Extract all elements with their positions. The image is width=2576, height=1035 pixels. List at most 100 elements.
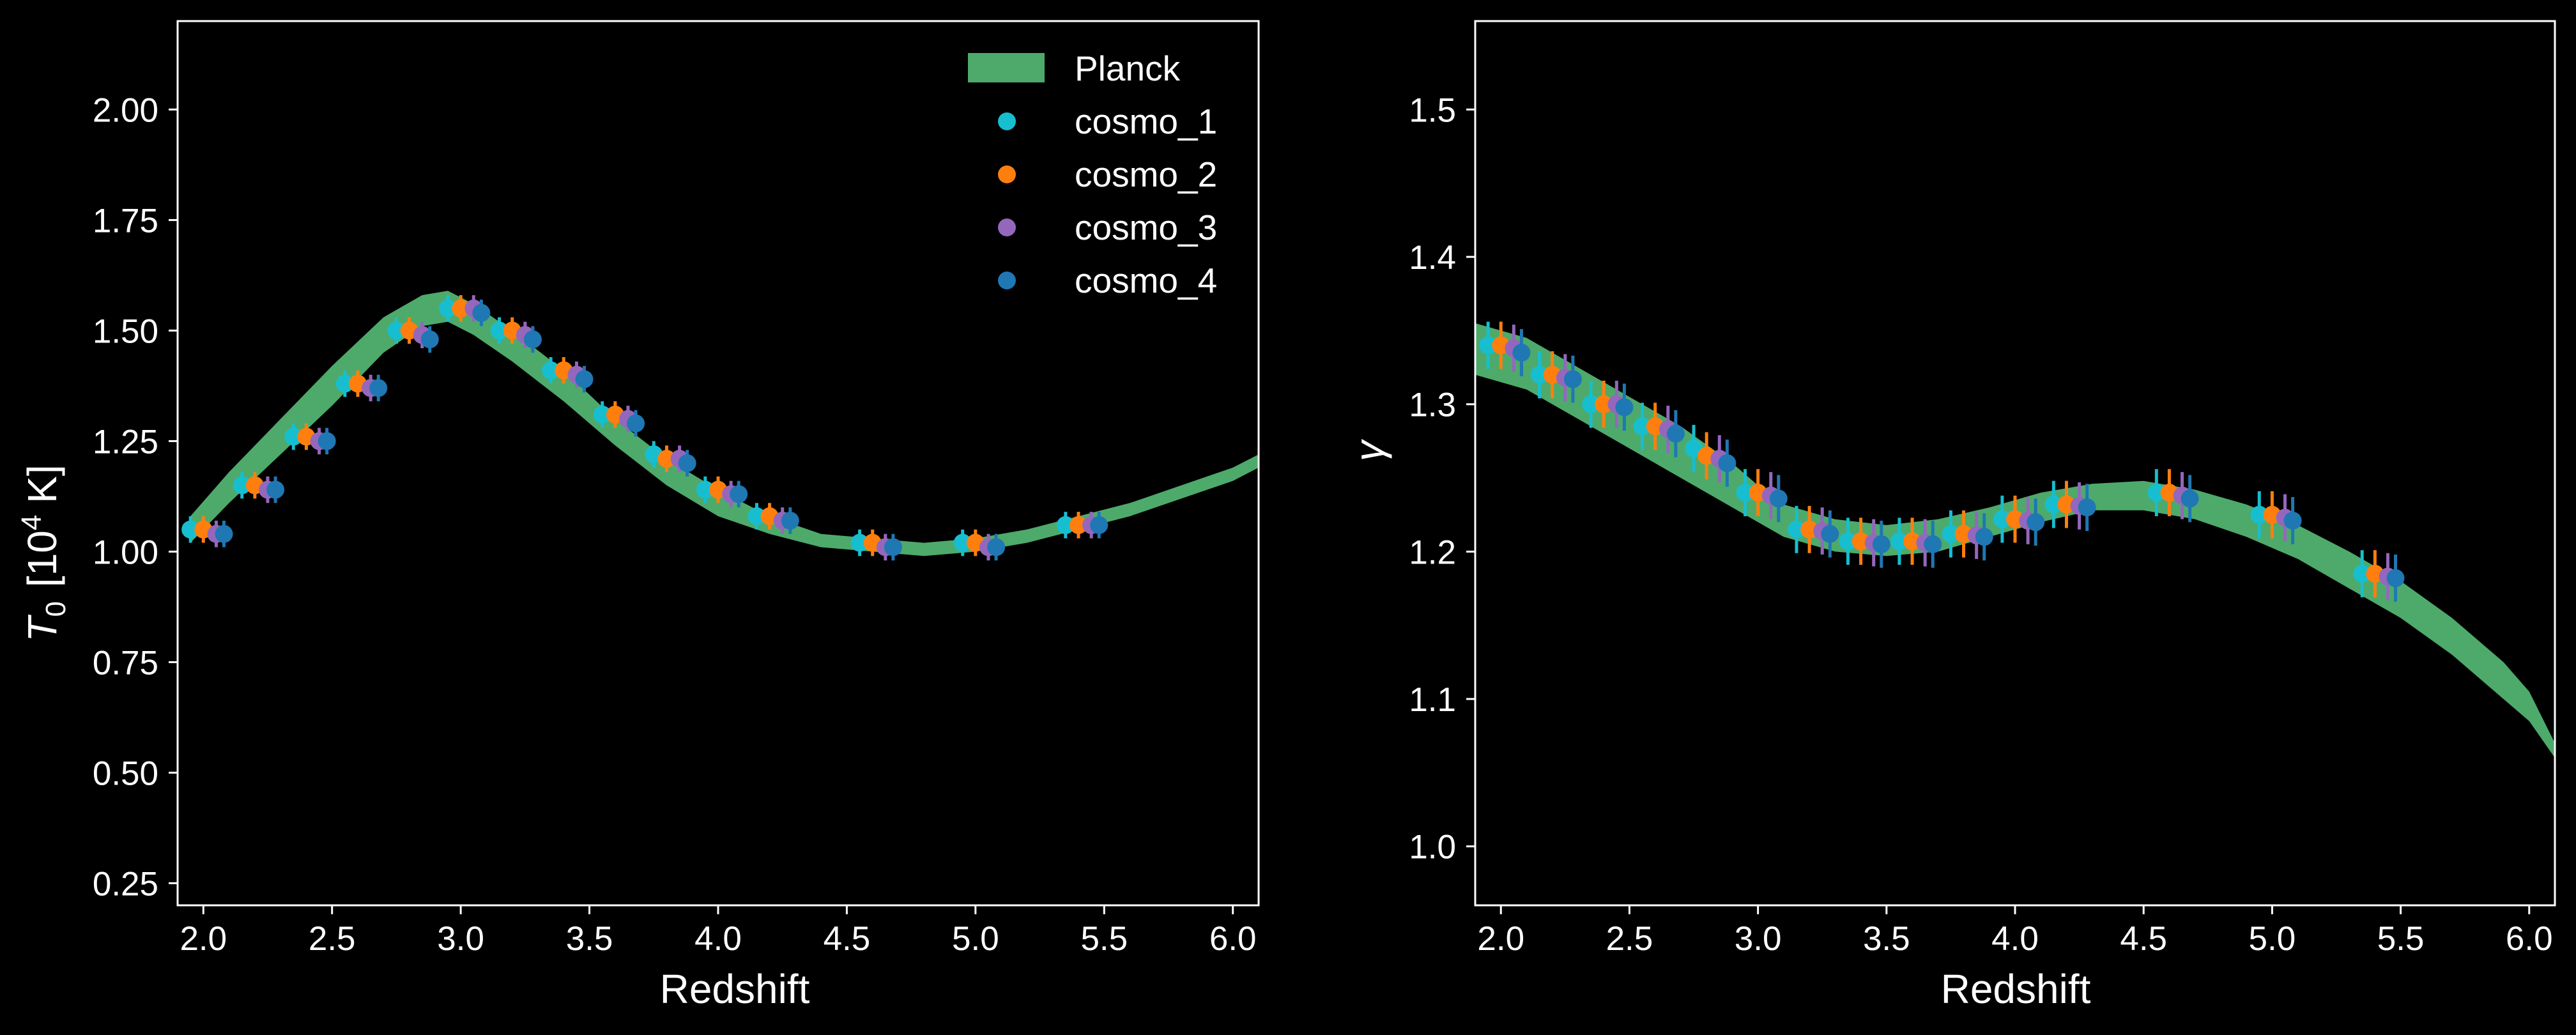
t0-x-axis-label: Redshift (660, 966, 810, 1012)
gamma-point-cosmo_1 (2044, 495, 2063, 514)
gamma-y-tick-label: 1.4 (1409, 239, 1456, 277)
gamma-point-cosmo_4 (1769, 489, 1788, 508)
t0-point-cosmo_4 (266, 480, 285, 499)
legend-label-cosmo_4: cosmo_4 (1075, 261, 1217, 300)
gamma-point-cosmo_4 (2283, 511, 2302, 530)
gamma-point-cosmo_4 (1512, 344, 1531, 362)
t0-series-cosmo_4 (215, 299, 1108, 561)
gamma-x-tick-label: 5.0 (2249, 920, 2296, 958)
gamma-y-tick-label: 1.0 (1409, 829, 1456, 866)
legend-marker-cosmo_3 (998, 218, 1016, 236)
t0-y-tick-label: 0.50 (93, 755, 158, 792)
gamma-series-cosmo_1 (1479, 321, 2372, 597)
gamma-point-cosmo_1 (2353, 565, 2372, 583)
legend-marker-cosmo_1 (998, 112, 1016, 130)
gamma-panel: 2.0 2.5 3.0 3.5 4.0 4.5 5.0 5.5 6.0 1.0 1.1 1.2 1.3… (1346, 20, 2556, 1012)
gamma-point-cosmo_4 (2386, 569, 2405, 587)
t0-y-tick-label: 1.50 (93, 312, 158, 350)
t0-point-cosmo_4 (369, 379, 388, 397)
t0-point-cosmo_1 (335, 374, 354, 393)
t0-y-tick-label: 0.75 (93, 644, 158, 682)
t0-y-axis-symbol: T (19, 615, 65, 642)
t0-x-tick-label: 3.5 (566, 920, 613, 958)
legend-swatch-planck (968, 53, 1045, 82)
gamma-point-cosmo_4 (1615, 398, 1634, 417)
t0-point-cosmo_1 (747, 507, 766, 526)
t0-point-cosmo_1 (593, 405, 611, 424)
gamma-point-cosmo_1 (1942, 525, 1960, 543)
t0-point-cosmo_1 (850, 533, 869, 552)
t0-x-tick-label: 4.0 (694, 920, 742, 958)
gamma-point-cosmo_1 (1787, 520, 1805, 539)
t0-point-cosmo_2 (1070, 516, 1087, 534)
gamma-x-tick-label: 3.0 (1735, 920, 1782, 958)
gamma-point-cosmo_4 (1718, 454, 1736, 472)
t0-legend: Planck cosmo_1 cosmo_2 cosmo_3 cosmo_4 (968, 49, 1217, 300)
t0-point-cosmo_4 (215, 525, 233, 543)
t0-y-tick-label: 2.00 (93, 91, 158, 129)
gamma-point-cosmo_4 (1563, 370, 1582, 388)
t0-point-cosmo_4 (730, 485, 748, 503)
t0-point-cosmo_1 (387, 321, 406, 340)
gamma-point-cosmo_1 (1479, 336, 1498, 355)
gamma-point-cosmo_4 (1821, 525, 1839, 543)
gamma-point-cosmo_1 (1993, 510, 2011, 528)
gamma-point-cosmo_4 (2181, 489, 2199, 508)
t0-point-cosmo_1 (284, 427, 303, 446)
gamma-point-cosmo_4 (2078, 498, 2096, 517)
legend-marker-cosmo_4 (998, 272, 1016, 289)
t0-y-tick-label: 1.00 (93, 533, 158, 571)
legend-marker-cosmo_2 (998, 165, 1016, 183)
gamma-x-tick-label: 5.5 (2377, 920, 2425, 958)
t0-y-axis-label: T0 [104 K] (16, 464, 72, 641)
gamma-y-tick-label: 1.5 (1409, 91, 1456, 129)
t0-panel: 2.0 2.5 3.0 3.5 4.0 4.5 5.0 5.5 6.0 0.25 0.50 0.75… (16, 20, 1260, 1012)
gamma-series-cosmo_4 (1512, 329, 2405, 602)
gamma-point-cosmo_4 (1872, 535, 1890, 553)
t0-point-cosmo_4 (472, 303, 491, 322)
t0-y-tick-label: 1.75 (93, 202, 158, 240)
t0-y-tick-label: 1.25 (93, 423, 158, 461)
t0-point-cosmo_2 (452, 299, 470, 318)
t0-point-cosmo_1 (953, 533, 972, 552)
t0-point-cosmo_1 (181, 520, 200, 539)
gamma-y-tick-label: 1.3 (1409, 387, 1456, 424)
t0-x-tick-label: 6.0 (1209, 920, 1257, 958)
t0-point-cosmo_4 (678, 454, 696, 472)
gamma-point-cosmo_1 (2147, 484, 2166, 502)
t0-point-cosmo_1 (542, 361, 560, 379)
gamma-point-cosmo_1 (1530, 365, 1549, 384)
t0-point-cosmo_4 (318, 432, 336, 450)
gamma-x-tick-label: 2.5 (1606, 920, 1653, 958)
gamma-point-cosmo_1 (1633, 417, 1652, 436)
gamma-y-tick-label: 1.2 (1409, 533, 1456, 571)
t0-x-tick-label: 5.5 (1080, 920, 1128, 958)
gamma-point-cosmo_4 (2027, 513, 2045, 532)
t0-point-cosmo_2 (657, 450, 676, 468)
gamma-y-axis-label: γ (1346, 438, 1392, 461)
t0-y-axis-subscript: 0 (40, 601, 72, 617)
gamma-point-cosmo_1 (1890, 532, 1908, 551)
t0-x-tick-label: 2.5 (309, 920, 356, 958)
t0-point-cosmo_1 (490, 321, 509, 340)
t0-y-tick-label: 0.25 (93, 865, 158, 903)
gamma-x-tick-label: 4.0 (1991, 920, 2039, 958)
t0-point-cosmo_4 (523, 330, 542, 349)
legend-label-planck: Planck (1075, 49, 1181, 88)
gamma-x-tick-label: 6.0 (2506, 920, 2553, 958)
gamma-x-tick-label: 4.5 (2120, 920, 2167, 958)
gamma-point-cosmo_1 (1736, 484, 1754, 502)
t0-point-cosmo_1 (233, 476, 251, 494)
gamma-point-cosmo_1 (2250, 505, 2269, 524)
gamma-point-cosmo_2 (1595, 395, 1613, 413)
legend-label-cosmo_1: cosmo_1 (1075, 102, 1217, 141)
t0-x-tick-label: 3.0 (437, 920, 484, 958)
t0-point-cosmo_1 (439, 299, 457, 318)
t0-point-cosmo_1 (696, 480, 714, 499)
t0-y-axis-unit-tail: K] (19, 464, 65, 514)
t0-y-axis-unit: [10 (19, 530, 65, 587)
t0-y-axis-unit-exponent: 4 (16, 515, 47, 530)
t0-point-cosmo_4 (884, 538, 902, 556)
